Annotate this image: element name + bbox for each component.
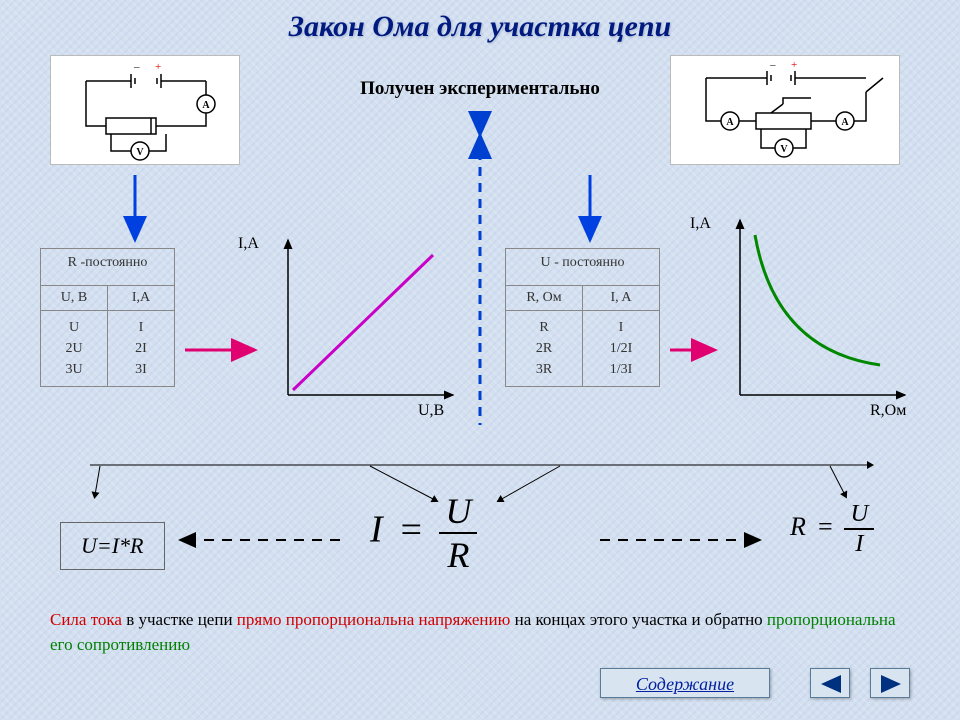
col-header: U, В [41, 286, 108, 310]
col-header: R, Ом [506, 286, 583, 310]
law-statement: Сила тока в участке цепи прямо пропорцио… [50, 608, 910, 657]
svg-text:–: – [769, 59, 776, 71]
page-title: Закон Ома для участка цепи [0, 10, 960, 44]
nav-next-button[interactable] [870, 668, 910, 698]
table-header: U - постоянно [506, 249, 659, 286]
circuit-left: – + A V [50, 55, 240, 165]
nav-prev-button[interactable] [810, 668, 850, 698]
formula-r: R = UI [790, 500, 874, 558]
table-r-const: R -постоянно U, В I,А U2U3U I2I3I [40, 248, 175, 387]
svg-text:V: V [136, 147, 144, 158]
circuit-right: – + A A V [670, 55, 900, 165]
col-values: I1/2I1/3I [583, 311, 659, 386]
svg-text:A: A [841, 117, 849, 128]
svg-text:+: + [791, 59, 797, 71]
col-values: I2I3I [108, 311, 174, 386]
svg-text:V: V [780, 144, 788, 155]
chart-i-vs-u [268, 230, 458, 420]
svg-text:–: – [133, 61, 140, 73]
col-values: R2R3R [506, 311, 583, 386]
col-header: I, A [583, 286, 659, 310]
table-header: R -постоянно [41, 249, 174, 286]
svg-text:A: A [202, 100, 210, 111]
formula-u: U=I*R [60, 522, 165, 570]
svg-text:A: A [726, 117, 734, 128]
subtitle: Получен экспериментально [345, 78, 615, 100]
table-u-const: U - постоянно R, Ом I, A R2R3R I1/2I1/3I [505, 248, 660, 387]
formula-main: I = UR [370, 490, 477, 576]
col-header: I,А [108, 286, 174, 310]
contents-button[interactable]: Содержание [600, 668, 770, 698]
svg-text:+: + [155, 61, 161, 73]
col-values: U2U3U [41, 311, 108, 386]
chart-i-vs-r [720, 210, 910, 420]
